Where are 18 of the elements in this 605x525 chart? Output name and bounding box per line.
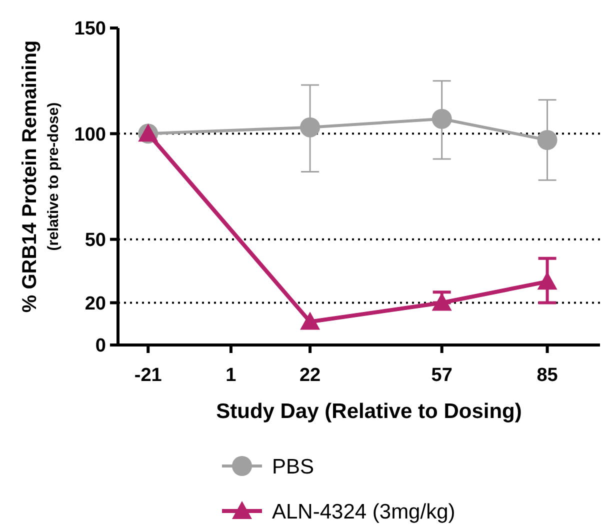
y-tick-label: 150 [74,18,106,40]
x-axis-title: Study Day (Relative to Dosing) [216,400,522,423]
y-tick-label: 0 [95,336,106,357]
x-tick-label: 1 [226,365,237,386]
point [300,117,320,138]
point [537,130,558,150]
y-tick-label: 100 [74,124,106,146]
x-tick-label: 57 [431,365,452,386]
legend-label: PBS [272,455,314,478]
point [300,312,320,330]
y-tick-label: 20 [84,293,106,314]
point [432,108,452,129]
y-tick-label: 50 [84,230,106,251]
x-tick-label: -21 [134,365,162,386]
x-tick-label: 22 [299,365,321,386]
legend-label: ALN-4324 (3mg/kg) [272,500,456,524]
x-tick-label: 85 [536,365,558,386]
y-axis-title: % GRB14 Protein Remaining (relative to pre-dose) [19,40,62,313]
